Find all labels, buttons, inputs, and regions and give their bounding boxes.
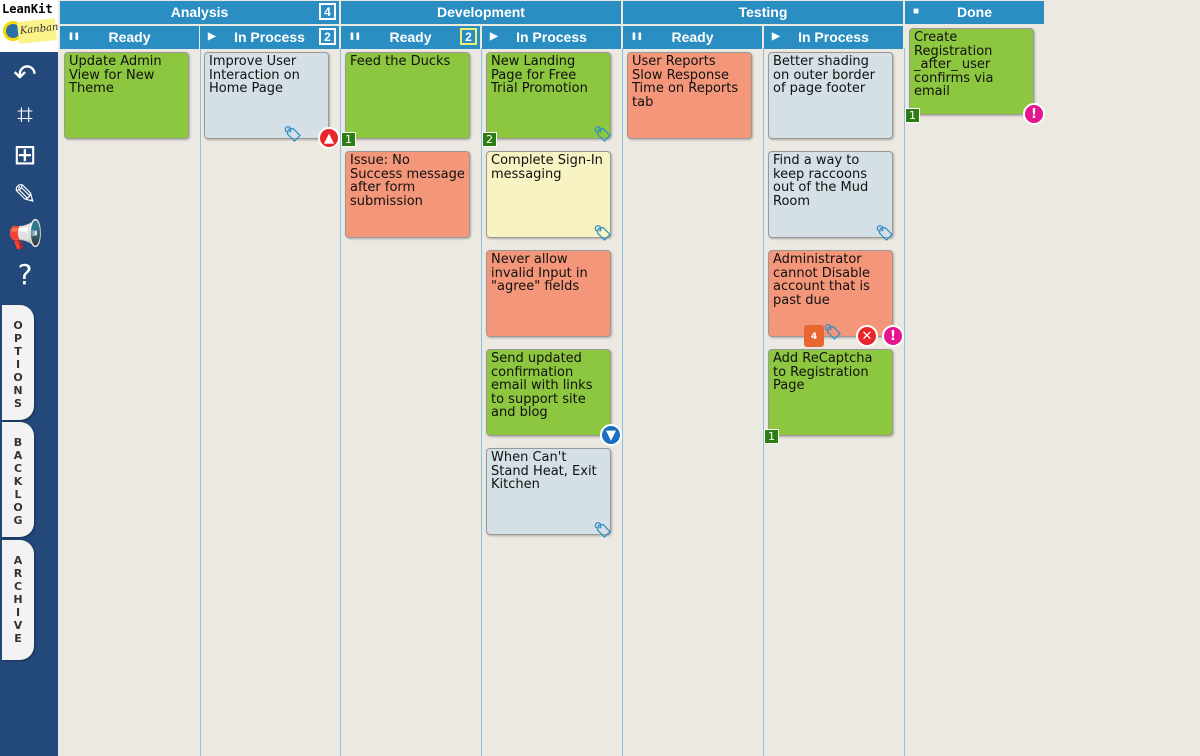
pause-icon: ❚❚ [68,33,80,40]
group-label: Testing [738,4,788,20]
lane-header-in-process[interactable]: ▶ In Process [764,26,903,49]
wip-count: 2 [319,28,336,45]
lane-header-in-process[interactable]: ▶ In Process 2 [200,26,339,49]
card-title: Update Admin View for New Theme [69,54,162,96]
group-header-development[interactable]: Development [341,1,621,24]
group-header-testing[interactable]: Testing [623,1,903,24]
tag-icon[interactable]: 🏷 [593,224,613,242]
card-title: When Can't Stand Heat, Exit Kitchen [491,450,597,492]
card[interactable]: Update Admin View for New Theme [64,52,189,139]
lane-divider [341,48,482,756]
lane-header-ready[interactable]: ❚❚ Ready 2 [341,26,480,49]
card-title: Send updated confirmation email with lin… [491,351,593,420]
tag-icon[interactable]: 🏷 [593,125,613,143]
priority-low-icon[interactable]: ▼ [600,424,622,446]
lane-divider [482,48,623,756]
card-title: New Landing Page for Free Trial Promotio… [491,54,588,96]
card-count-badge: 1 [764,429,779,444]
card[interactable]: When Can't Stand Heat, Exit Kitchen 🏷 [486,448,613,539]
card[interactable]: Add ReCaptcha to Registration Page 1 [764,349,893,444]
edit-icon[interactable]: ✎ [13,178,37,211]
back-arrow-icon[interactable]: ↶ [13,58,37,91]
lane-header-ready[interactable]: ❚❚ Ready [60,26,199,49]
wip-count: 2 [460,28,477,45]
card-title: User Reports Slow Response Time on Repor… [632,54,739,110]
wip-count: 4 [319,3,336,20]
lane-header-in-process[interactable]: ▶ In Process [482,26,621,49]
tag-icon[interactable]: 🏷 [875,224,895,242]
blocked-icon[interactable]: ✕ [856,325,878,347]
tag-icon[interactable]: 🏷 [593,521,613,539]
card-title: Improve User Interaction on Home Page [209,54,300,96]
binoculars-icon[interactable]: ⌗ [17,98,33,131]
card-title: Create Registration _after_ user confirm… [914,30,994,99]
card[interactable]: Send updated confirmation email with lin… [486,349,622,446]
lane-label: In Process [798,29,869,45]
card-title: Never allow invalid Input in "agree" fie… [491,252,588,294]
play-icon: ▶ [490,31,498,42]
group-label: Development [437,4,525,20]
play-icon: ▶ [772,31,780,42]
card[interactable]: Find a way to keep raccoons out of the M… [768,151,895,242]
card-title: Feed the Ducks [350,54,451,69]
add-card-icon[interactable]: ⊞ [13,138,37,171]
card-title: Add ReCaptcha to Registration Page [773,351,873,393]
expedite-icon[interactable]: ! [882,325,904,347]
pause-icon: ❚❚ [349,33,361,40]
card[interactable]: Improve User Interaction on Home Page ▲ 🏷 [204,52,340,149]
card[interactable]: Feed the Ducks 1 [341,52,470,147]
card[interactable]: New Landing Page for Free Trial Promotio… [482,52,613,147]
card-count-badge: 1 [341,132,356,147]
priority-high-icon[interactable]: ▲ [318,127,340,149]
card[interactable]: User Reports Slow Response Time on Repor… [627,52,752,139]
pause-icon: ❚❚ [631,33,643,40]
tag-icon[interactable]: 🏷 [823,323,843,341]
lane-header-ready[interactable]: ❚❚ Ready [623,26,762,49]
group-header-analysis[interactable]: Analysis 4 [60,1,339,24]
help-icon[interactable]: ? [17,258,33,291]
card-count-badge: 1 [905,108,920,123]
card-title: Complete Sign-In messaging [491,153,603,182]
expedite-icon[interactable]: ! [1023,103,1045,125]
card[interactable]: Better shading on outer border of page f… [768,52,893,139]
group-label: Done [957,4,992,20]
lane-divider [764,48,905,756]
card[interactable]: Never allow invalid Input in "agree" fie… [486,250,611,337]
done-marker-icon: ■ [913,6,920,17]
lane-divider [623,48,764,756]
group-label: Analysis [170,4,229,20]
logo-note: Kanban [16,18,59,44]
lane-label: Ready [389,29,432,45]
card-title: Better shading on outer border of page f… [773,54,876,96]
lane-label: In Process [516,29,587,45]
card[interactable]: Administrator cannot Disable account tha… [768,250,904,347]
lane-label: Ready [108,29,151,45]
tag-icon[interactable]: 🏷 [283,125,303,143]
play-icon: ▶ [208,31,216,42]
lane-label: Ready [671,29,714,45]
sun-icon [6,24,20,38]
logo-text: LeanKit [2,2,53,16]
card[interactable]: Create Registration _after_ user confirm… [905,28,1045,125]
card-count-badge: 2 [482,132,497,147]
card-title: Issue: No Success message after form sub… [350,153,465,209]
lane-label: In Process [234,29,305,45]
megaphone-icon[interactable]: 📢 [8,218,43,251]
group-header-done[interactable]: ■ Done [905,1,1044,24]
card[interactable]: Issue: No Success message after form sub… [345,151,470,238]
calendar-icon[interactable]: 4 [804,325,824,347]
lane-divider [60,48,201,756]
card[interactable]: Complete Sign-In messaging 🏷 [486,151,613,242]
card-title: Find a way to keep raccoons out of the M… [773,153,869,209]
lane-divider [200,48,341,756]
card-title: Administrator cannot Disable account tha… [773,252,870,308]
leankit-logo: LeanKit Kanban [0,0,59,52]
